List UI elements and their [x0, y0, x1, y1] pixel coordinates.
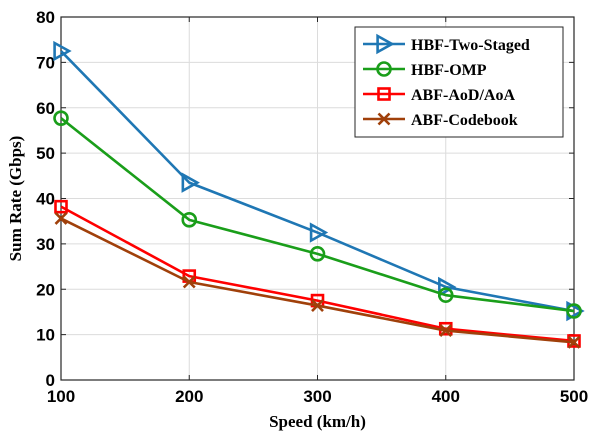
- legend-marker: [376, 61, 392, 77]
- legend-item: ABF-Codebook: [363, 112, 518, 129]
- y-tick-label: 0: [46, 371, 55, 390]
- data-point-marker: [181, 172, 200, 193]
- series-line: [60, 50, 575, 313]
- data-point-marker: [54, 199, 68, 214]
- series-lines: [53, 40, 585, 349]
- data-point-marker: [437, 287, 454, 303]
- x-tick-label: 200: [175, 387, 203, 406]
- x-tick-label: 400: [432, 387, 460, 406]
- legend-label: ABF-AoD/AoA: [411, 87, 515, 104]
- x-tick-label: 500: [560, 387, 588, 406]
- series-0: [53, 40, 585, 322]
- legend-item: HBF-OMP: [363, 61, 487, 79]
- data-point-marker: [439, 324, 453, 337]
- data-point-marker: [181, 212, 198, 228]
- x-tick-label: 300: [303, 387, 331, 406]
- series-3: [54, 212, 581, 349]
- y-tick-label: 30: [36, 235, 55, 254]
- x-tick-label: 100: [47, 387, 75, 406]
- data-point-marker: [566, 303, 582, 319]
- data-point-marker: [182, 275, 196, 289]
- data-point-marker: [54, 212, 68, 225]
- data-point-marker: [438, 276, 457, 298]
- legend-item: ABF-AoD/AoA: [363, 87, 515, 104]
- legend: HBF-Two-Staged HBF-OMP ABF-AoD/AoA ABF-Code…: [354, 26, 564, 138]
- y-tick-label: 50: [36, 144, 55, 163]
- data-point-marker: [309, 222, 329, 243]
- legend-label: HBF-OMP: [411, 62, 487, 79]
- series-line: [60, 117, 575, 313]
- legend-marker: [376, 33, 395, 55]
- y-tick-label: 80: [36, 8, 55, 27]
- x-axis-label: Speed (km/h): [269, 412, 366, 431]
- legend-label: ABF-Codebook: [411, 112, 518, 129]
- data-point-marker: [309, 246, 326, 262]
- data-point-marker: [53, 110, 69, 126]
- y-tick-label: 10: [36, 326, 55, 345]
- y-tick-label: 70: [36, 53, 55, 72]
- legend-label: HBF-Two-Staged: [411, 37, 530, 54]
- data-point-marker: [567, 335, 581, 349]
- y-tick-label: 40: [36, 190, 55, 209]
- y-axis-label: Sum Rate (Gbps): [6, 136, 25, 262]
- y-tick-label: 60: [36, 99, 55, 118]
- legend-marker: [377, 87, 391, 101]
- data-point-marker: [311, 299, 324, 313]
- y-tick-label: 20: [36, 280, 55, 299]
- legend-marker: [377, 112, 391, 126]
- x-axis-ticks: 100 200 300 400 500: [47, 17, 588, 406]
- y-axis-ticks: 0 10 20 30 40 50 60 70 80: [36, 8, 574, 390]
- series-line: [60, 205, 575, 343]
- series-1: [53, 110, 582, 319]
- data-point-marker: [53, 40, 72, 62]
- legend-item: HBF-Two-Staged: [363, 33, 530, 55]
